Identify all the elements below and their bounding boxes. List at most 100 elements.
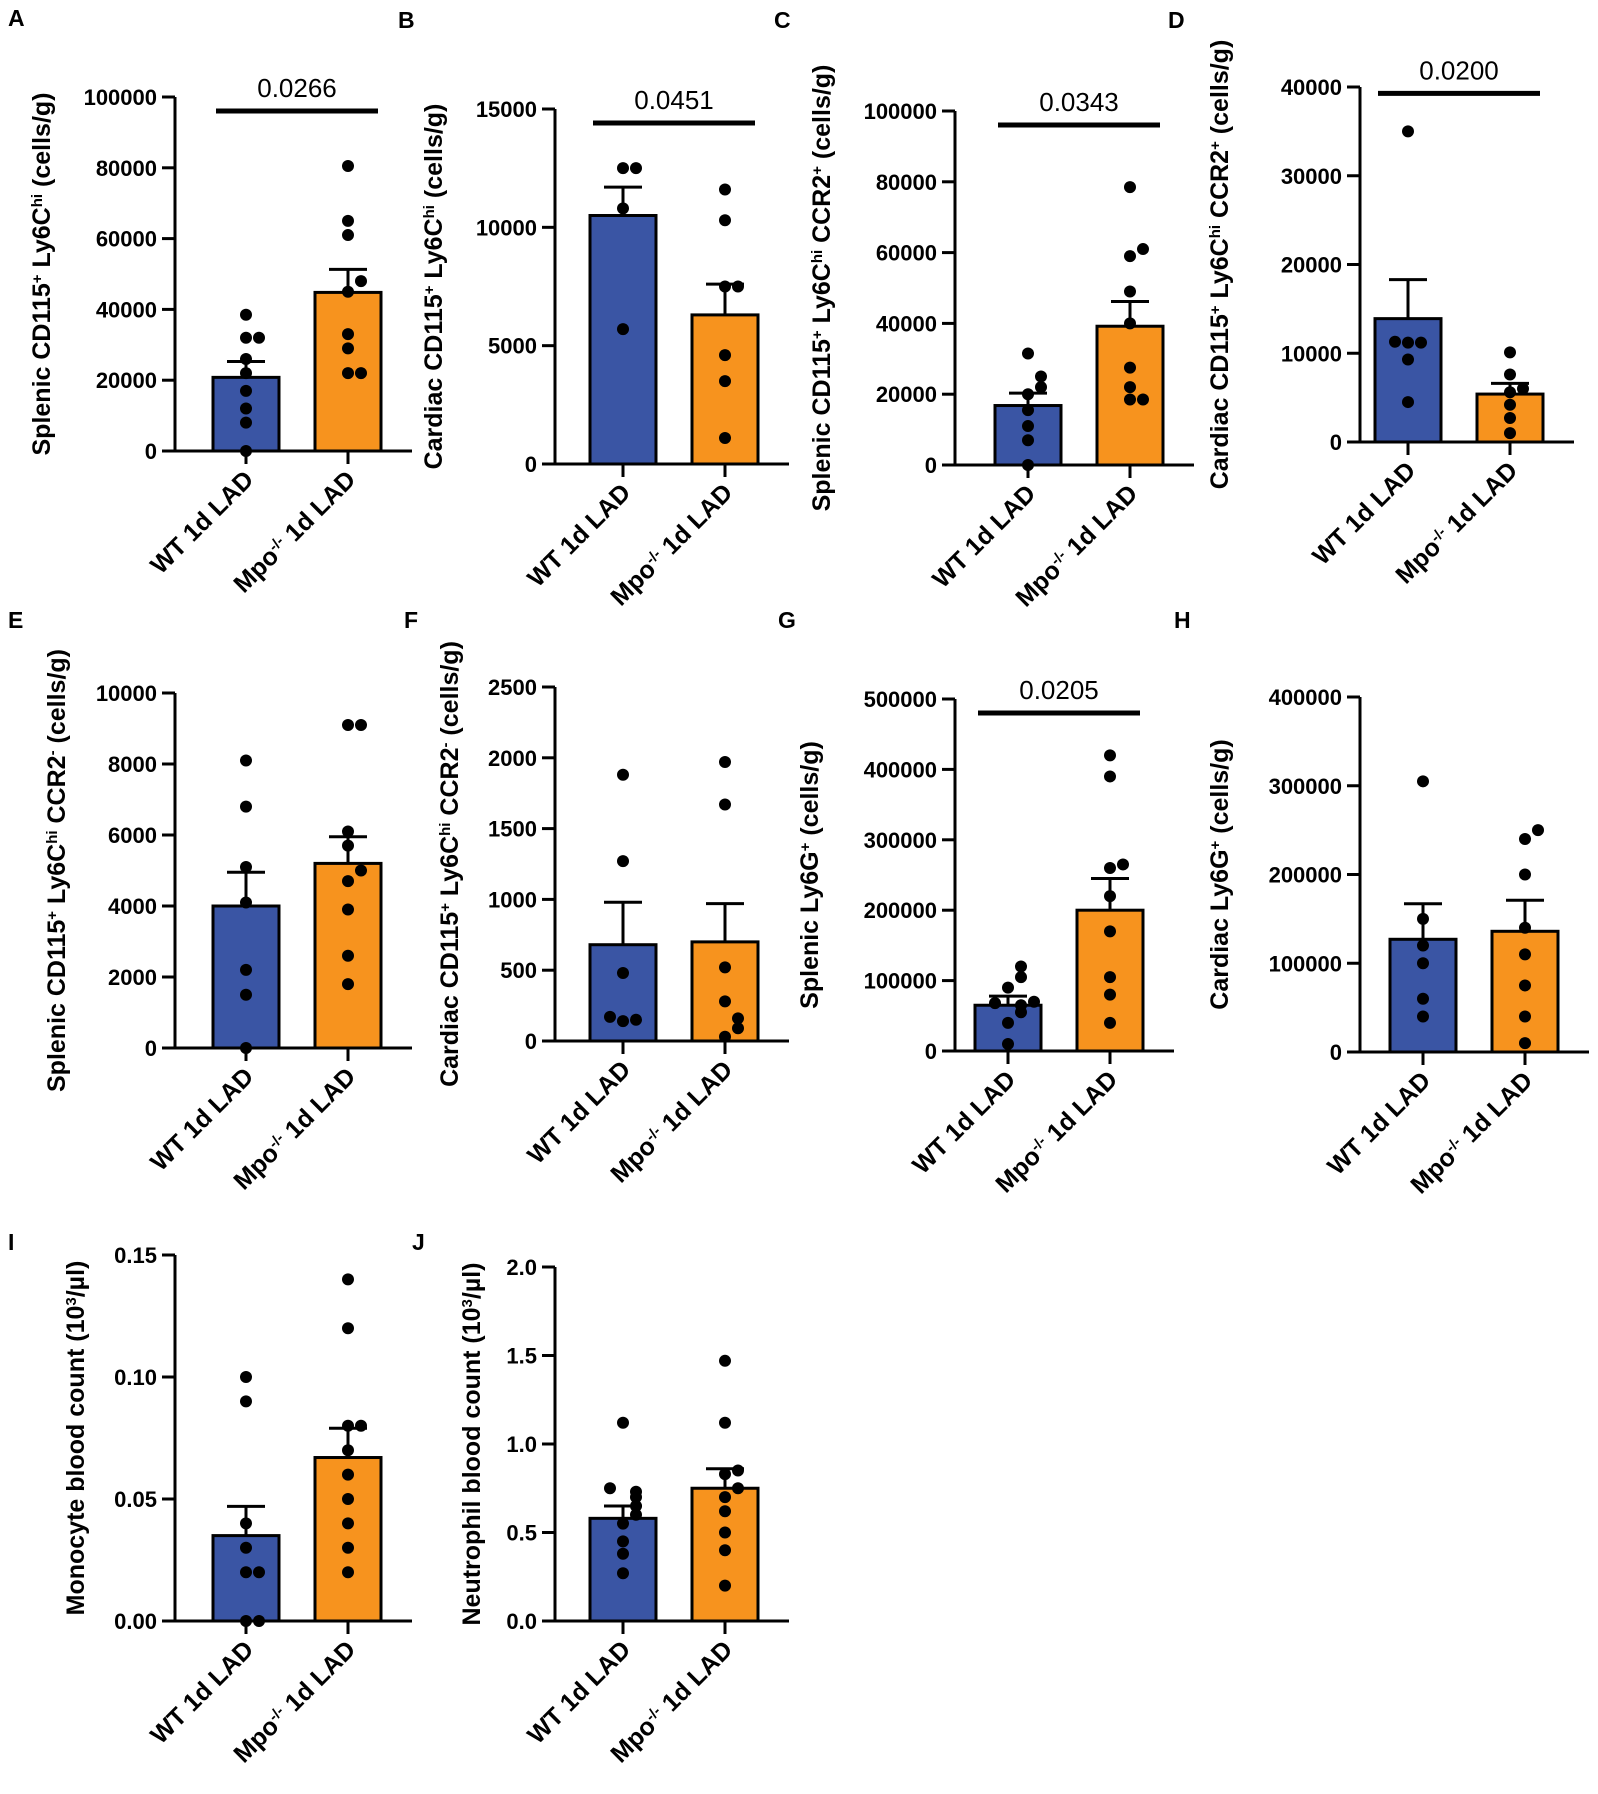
y-tick-label: 200000: [864, 898, 937, 923]
data-point: [719, 1544, 731, 1557]
data-point: [617, 162, 629, 175]
x-category-label: WT 1d LAD: [145, 1062, 259, 1176]
data-point: [1504, 427, 1516, 440]
panel-letter: C: [774, 7, 791, 33]
data-point: [1022, 420, 1034, 433]
data-point: [1104, 925, 1116, 938]
y-tick-label: 0: [145, 439, 157, 464]
data-point: [719, 183, 731, 196]
data-point: [989, 997, 1001, 1010]
chart-panel-i: I Monocyte blood count (103/µl) 0.00 0.05 0.…: [8, 1229, 412, 1768]
data-point: [617, 768, 629, 781]
data-point: [1028, 995, 1040, 1008]
data-point: [1104, 988, 1116, 1001]
data-point: [1124, 181, 1136, 194]
data-point: [240, 352, 252, 365]
data-point: [342, 1566, 354, 1579]
y-tick-label: 500: [500, 958, 537, 983]
x-category-label: WT 1d LAD: [1322, 1066, 1436, 1180]
y-tick-label: 15000: [476, 97, 537, 122]
y-tick-label: 6000: [108, 823, 157, 848]
y-tick-label: 0.00: [114, 1609, 157, 1634]
data-point: [1022, 388, 1034, 401]
y-axis-label: Splenic CD115+ Ly6Chi CCR2- (cells/g): [43, 649, 71, 1092]
data-point: [1417, 775, 1429, 788]
data-point: [1504, 368, 1516, 381]
data-point: [1417, 992, 1429, 1005]
y-tick-label: 20000: [1281, 253, 1342, 278]
data-point: [355, 718, 367, 731]
data-point: [732, 280, 744, 293]
data-point: [342, 342, 354, 355]
p-value-label: 0.0451: [634, 85, 714, 115]
y-tick-label: 100000: [864, 99, 937, 124]
data-point: [240, 331, 252, 344]
y-axis-label: Cardiac CD115+ Ly6Chi CCR2+ (cells/g): [1206, 40, 1234, 490]
chart-panel-f: F Cardiac CD115+ Ly6Chi CCR2- (cells/g) 0 5…: [404, 607, 789, 1188]
data-point: [342, 949, 354, 962]
data-point: [1015, 960, 1027, 973]
chart-panel-a: A Splenic CD115+ Ly6Chi (cells/g) 0 20000 40…: [8, 5, 412, 598]
data-point: [617, 855, 629, 868]
y-tick-label: 0: [525, 452, 537, 477]
data-point: [253, 331, 265, 344]
data-point: [1124, 285, 1136, 298]
data-point: [342, 229, 354, 242]
y-tick-label: 4000: [108, 894, 157, 919]
data-point: [1517, 382, 1529, 395]
data-point: [1415, 336, 1427, 349]
data-point: [1137, 393, 1149, 406]
p-value-label: 0.0266: [257, 73, 337, 103]
y-tick-label: 10000: [1281, 341, 1342, 366]
x-category-label: WT 1d LAD: [145, 1635, 259, 1749]
y-tick-label: 2.0: [506, 1255, 537, 1280]
data-point: [342, 825, 354, 838]
data-point: [1104, 861, 1116, 874]
data-point: [617, 1567, 629, 1580]
data-point: [604, 1010, 616, 1023]
data-point: [1002, 1037, 1014, 1050]
data-point: [1519, 948, 1531, 961]
data-point: [1002, 981, 1014, 994]
data-point: [342, 1517, 354, 1530]
data-point: [240, 1395, 252, 1408]
data-point: [617, 323, 629, 336]
y-tick-label: 1000: [488, 887, 537, 912]
data-point: [342, 1322, 354, 1335]
data-point: [719, 961, 731, 974]
data-point: [732, 1464, 744, 1477]
data-point: [732, 1012, 744, 1025]
data-point: [342, 978, 354, 991]
data-point: [342, 1273, 354, 1286]
data-point: [719, 1491, 731, 1504]
data-point: [253, 1566, 265, 1579]
y-axis-label: Monocyte blood count (103/µl): [62, 1261, 90, 1616]
p-value-label: 0.0205: [1019, 675, 1099, 705]
y-tick-label: 300000: [864, 828, 937, 853]
panel-letter: A: [8, 5, 25, 31]
data-point: [719, 1579, 731, 1592]
y-tick-label: 2000: [488, 746, 537, 771]
data-point: [1417, 957, 1429, 970]
y-tick-label: 0: [925, 453, 937, 478]
y-tick-label: 0.5: [506, 1521, 537, 1546]
data-point: [1035, 370, 1047, 383]
x-category-label: WT 1d LAD: [522, 1055, 636, 1169]
data-point: [719, 798, 731, 811]
data-point: [342, 839, 354, 852]
data-point: [1124, 250, 1136, 263]
data-point: [1104, 890, 1116, 903]
data-point: [240, 754, 252, 767]
data-point: [240, 1566, 252, 1579]
panel-letter: H: [1174, 607, 1191, 633]
y-axis-label: Neutrophil blood count (103/µl): [458, 1263, 486, 1626]
data-point: [719, 1468, 731, 1481]
panel-letter: J: [412, 1229, 425, 1255]
data-point: [1519, 1010, 1531, 1023]
y-tick-label: 20000: [876, 382, 937, 407]
data-point: [630, 1013, 642, 1026]
y-tick-label: 80000: [96, 156, 157, 181]
data-point: [1124, 317, 1136, 330]
data-point: [342, 1444, 354, 1457]
data-point: [1417, 939, 1429, 952]
